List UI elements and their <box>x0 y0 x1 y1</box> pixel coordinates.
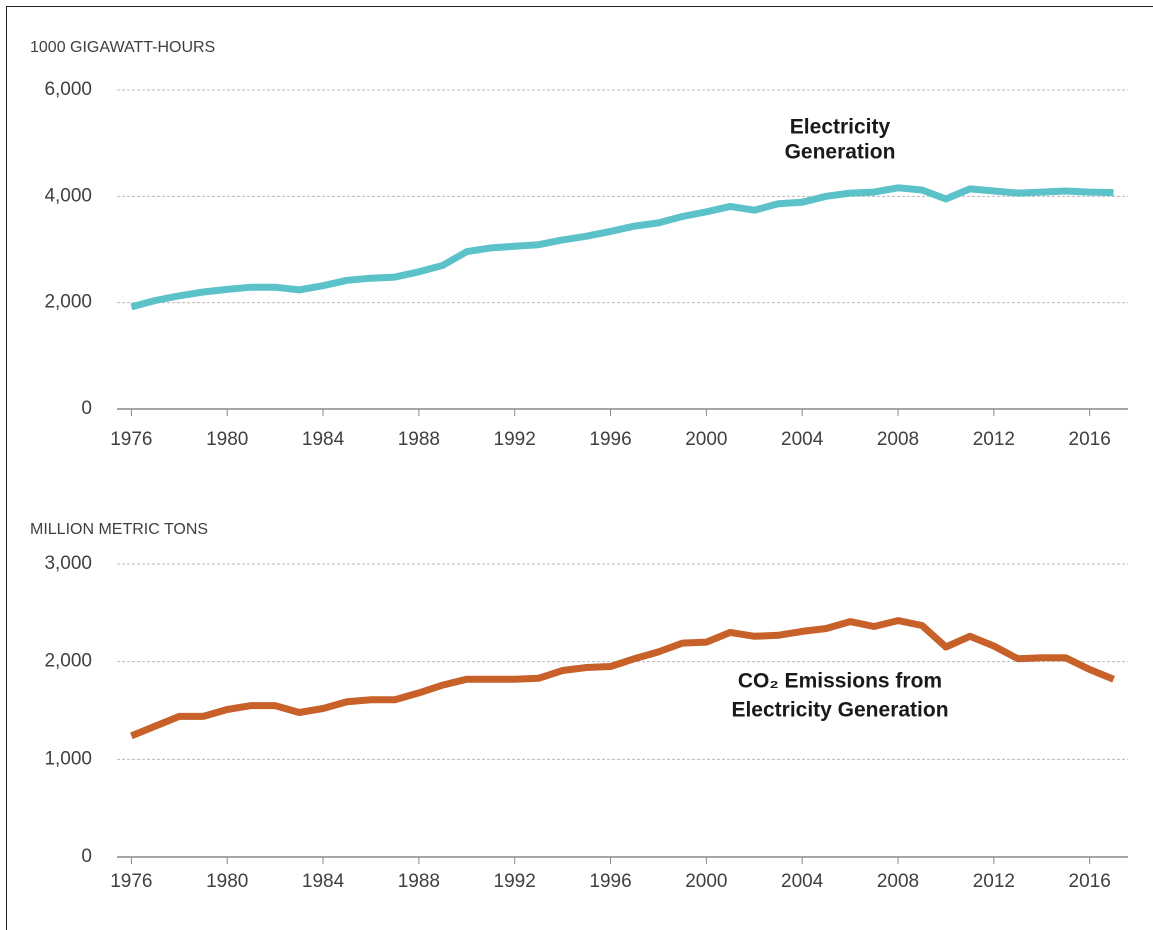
x-tick-label: 2016 <box>1069 429 1111 450</box>
chart: 1000 GIGAWATT-HOURS 0 2,000 4,000 6,000 1976 1… <box>30 39 1128 450</box>
frame <box>6 6 1153 930</box>
x-tick-label: 1976 <box>110 429 152 450</box>
x-tick-label: 1976 <box>110 871 152 892</box>
annotation: Electricity <box>790 116 891 139</box>
annotation: Generation <box>785 141 896 164</box>
x-tick-label: 2004 <box>781 429 824 450</box>
x-tick-label: 2016 <box>1069 871 1111 892</box>
x-tick-label: 1980 <box>206 871 248 892</box>
x-tick-label: 1988 <box>398 429 440 450</box>
x-tick-label: 1980 <box>206 429 248 450</box>
y-tick-label: 3,000 <box>44 553 92 574</box>
y-axis-title: MILLION METRIC TONS <box>30 521 208 538</box>
x-tick-label: 1992 <box>494 429 536 450</box>
y-tick-label: 1,000 <box>44 748 92 769</box>
chart: MILLION METRIC TONS 0 1,000 2,000 3,000 1976 1… <box>30 521 1128 892</box>
x-tick-label: 1996 <box>589 871 631 892</box>
x-tick-label: 1996 <box>589 429 631 450</box>
data-line <box>130 617 1115 740</box>
y-tick-label: 4,000 <box>44 185 92 206</box>
y-tick-label: 0 <box>81 398 92 419</box>
x-tick-label: 2000 <box>685 429 727 450</box>
y-tick-label: 0 <box>81 846 92 867</box>
x-tick-label: 1992 <box>494 871 536 892</box>
y-tick-label: 6,000 <box>44 79 92 100</box>
data-line <box>130 184 1114 311</box>
y-tick-label: 2,000 <box>44 292 92 313</box>
x-tick-label: 1984 <box>302 429 345 450</box>
x-tick-label: 2012 <box>973 429 1015 450</box>
x-tick-label: 1988 <box>398 871 440 892</box>
x-tick-label: 2012 <box>973 871 1015 892</box>
annotation: Electricity Generation <box>731 699 948 722</box>
x-tick-label: 1984 <box>302 871 345 892</box>
y-axis-title: 1000 GIGAWATT-HOURS <box>30 39 215 56</box>
y-tick-label: 2,000 <box>44 651 92 672</box>
x-tick-label: 2008 <box>877 871 919 892</box>
x-tick-label: 2008 <box>877 429 919 450</box>
x-tick-label: 2004 <box>781 871 824 892</box>
x-tick-label: 2000 <box>685 871 727 892</box>
annotation: CO₂ Emissions from <box>738 670 942 693</box>
